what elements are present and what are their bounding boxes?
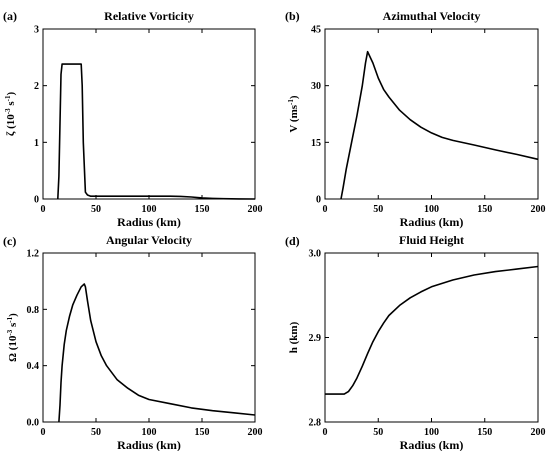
- plot-frame: [42, 252, 256, 423]
- x-tick-label: 200: [248, 427, 263, 438]
- chart-panel-a: (a) Relative Vorticity 0 50 100 150 200 0 1 2 3 Rad…: [3, 9, 263, 229]
- panel-label: (b): [285, 9, 300, 23]
- chart-panel-d: (d) Fluid Height 0 50 100 150 200 2.8 2.9 3.0 Radi…: [285, 233, 546, 451]
- chart-title: Fluid Height: [399, 233, 464, 247]
- y-tick-label: 0.4: [27, 361, 40, 372]
- x-tick-label: 0: [41, 204, 46, 215]
- x-axis-title: Radius (km): [400, 438, 464, 451]
- x-tick-label: 50: [91, 204, 101, 215]
- y-axis-title-part: ): [288, 95, 300, 99]
- x-axis-title: Radius (km): [400, 215, 464, 229]
- x-tick-label: 200: [531, 427, 546, 438]
- y-axis-title: Ω (10-3 s-1): [6, 313, 19, 362]
- plot-frame: [42, 28, 256, 200]
- y-tick-label: 1.2: [27, 249, 40, 260]
- x-tick-label: 150: [477, 427, 492, 438]
- y-tick-label: 2.9: [309, 333, 322, 344]
- y-axis-title-part: -1: [6, 316, 14, 322]
- y-tick-label: 3.0: [309, 249, 322, 260]
- x-tick-label: 50: [373, 427, 383, 438]
- x-axis-title: Radius (km): [117, 438, 181, 451]
- y-axis-title-part: s: [5, 101, 17, 109]
- y-axis-title: h (km): [288, 321, 300, 353]
- x-tick-label: 100: [424, 204, 439, 215]
- x-tick-label: 0: [323, 204, 328, 215]
- y-axis-title-part: -1: [4, 95, 12, 101]
- chart-panel-b: (b) Azimuthal Velocity 0 50 100 150 200 0 15 30 45…: [285, 9, 546, 229]
- x-tick-label: 100: [142, 427, 157, 438]
- y-tick-label: 30: [311, 81, 321, 92]
- y-axis-title-part: ζ: [5, 131, 17, 136]
- x-axis-title: Radius (km): [117, 215, 181, 229]
- y-axis-title-part: -3: [6, 329, 14, 335]
- y-tick-label: 2: [34, 81, 39, 92]
- chart-title: Angular Velocity: [106, 233, 192, 247]
- x-tick-label: 150: [195, 204, 210, 215]
- y-tick-label: 2.8: [309, 418, 322, 429]
- y-axis-title-part: (10: [5, 114, 17, 129]
- x-tick-label: 100: [424, 427, 439, 438]
- panel-label: (d): [285, 234, 300, 248]
- y-tick-label: 0.8: [27, 305, 40, 316]
- plot-frame: [324, 252, 539, 423]
- y-axis-title-part: -1: [287, 99, 295, 105]
- x-tick-label: 50: [373, 204, 383, 215]
- y-axis-title-part: h: [288, 347, 300, 353]
- y-axis-title: V (ms-1): [287, 95, 300, 132]
- y-axis-title-part: V: [288, 125, 300, 133]
- panel-label: (a): [3, 9, 17, 23]
- series-line-0: [58, 283, 256, 423]
- y-axis-title-part: (ms: [288, 104, 300, 122]
- y-axis-title-part: (10: [7, 335, 19, 350]
- chart-title: Azimuthal Velocity: [383, 9, 481, 23]
- y-axis-title-part: s: [7, 322, 19, 330]
- panel-label: (c): [3, 234, 16, 248]
- chart-panel-c: (c) Angular Velocity 0 50 100 150 200 0.0 0.4 0.8…: [3, 233, 263, 451]
- y-tick-label: 3: [34, 25, 39, 36]
- x-tick-label: 100: [142, 204, 157, 215]
- x-tick-label: 0: [323, 427, 328, 438]
- y-axis-title: ζ (10-3 s-1): [4, 91, 17, 136]
- x-tick-label: 150: [477, 204, 492, 215]
- y-tick-label: 0: [316, 195, 321, 206]
- y-axis-title-part: (km): [288, 321, 300, 344]
- y-axis-title-part: Ω: [7, 353, 19, 362]
- series-line-0: [57, 63, 256, 200]
- y-tick-label: 0.0: [27, 418, 40, 429]
- chart-title: Relative Vorticity: [104, 9, 194, 23]
- y-axis-title-part: ): [7, 313, 19, 317]
- y-tick-label: 0: [34, 195, 39, 206]
- x-tick-label: 50: [91, 427, 101, 438]
- x-tick-label: 200: [531, 204, 546, 215]
- series-line-0: [340, 50, 539, 200]
- x-tick-label: 200: [248, 204, 263, 215]
- y-tick-label: 15: [311, 138, 321, 149]
- y-axis-title-part: -3: [4, 108, 12, 114]
- y-axis-title-part: ): [5, 91, 17, 95]
- series-line-0: [325, 265, 539, 395]
- x-tick-label: 150: [195, 427, 210, 438]
- y-tick-label: 45: [311, 25, 321, 36]
- x-tick-label: 0: [41, 427, 46, 438]
- y-tick-label: 1: [34, 138, 39, 149]
